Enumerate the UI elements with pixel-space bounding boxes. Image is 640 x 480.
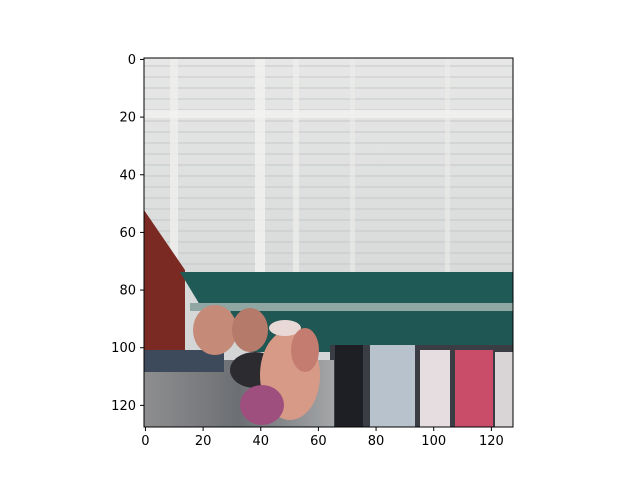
axes-frame: [143, 57, 514, 428]
x-axis: 0 20 40 60 80 100 120: [141, 427, 504, 449]
y-tick-label: 20: [119, 111, 136, 126]
x-tick-label: 100: [421, 434, 446, 449]
photo-image: [144, 58, 513, 427]
x-tick-label: 0: [141, 434, 149, 449]
y-tick-label: 120: [111, 399, 136, 414]
y-tick-label: 40: [119, 168, 136, 183]
y-tick-label: 60: [119, 226, 136, 241]
y-axis: 0 20 40 60 80 100 120: [111, 53, 144, 414]
y-tick-label: 80: [119, 284, 136, 299]
y-tick-label: 0: [128, 53, 136, 68]
x-tick-label: 120: [479, 434, 504, 449]
x-tick-label: 80: [368, 434, 385, 449]
x-tick-label: 20: [195, 434, 212, 449]
x-tick-label: 40: [252, 434, 269, 449]
x-tick-label: 60: [310, 434, 327, 449]
y-tick-label: 100: [111, 341, 136, 356]
